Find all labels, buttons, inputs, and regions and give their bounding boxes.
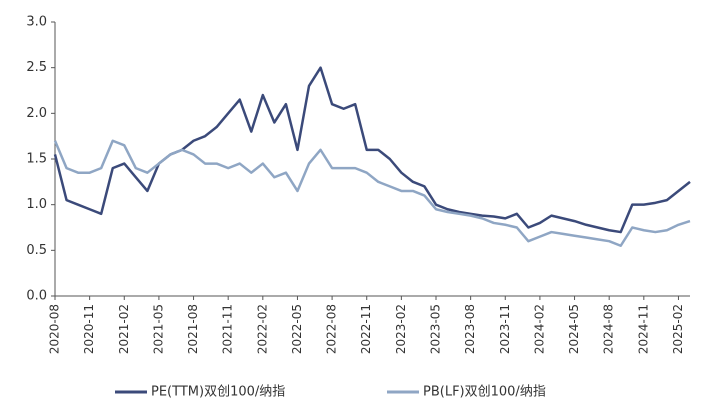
x-tick-label: 2021-11: [221, 304, 235, 354]
series-line: [53, 139, 691, 248]
y-tick-label: 0.0: [26, 289, 47, 304]
x-tick-label: 2024-05: [567, 304, 581, 354]
x-tick-label: 2021-05: [151, 304, 165, 354]
y-tick-label: 3.0: [26, 15, 47, 30]
x-tick-label: 2023-05: [429, 304, 443, 354]
x-tick-label: 2023-02: [394, 304, 408, 354]
x-tick-label: 2022-08: [325, 304, 339, 354]
x-tick-label: 2024-08: [602, 304, 616, 354]
x-tick-label: 2020-08: [48, 304, 62, 354]
x-tick-label: 2023-08: [463, 304, 477, 354]
x-tick-label: 2024-11: [636, 304, 650, 354]
x-tick-label: 2025-02: [671, 304, 685, 354]
y-tick-label: 1.0: [26, 197, 47, 212]
legend-label: PB(LF)双创100/纳指: [423, 385, 546, 400]
y-tick-label: 2.5: [26, 60, 47, 75]
legend-label: PE(TTM)双创100/纳指: [151, 385, 285, 400]
x-tick-label: 2021-08: [186, 304, 200, 354]
x-tick-label: 2023-11: [498, 304, 512, 354]
y-tick-label: 2.0: [26, 106, 47, 121]
x-tick-label: 2022-02: [255, 304, 269, 354]
x-tick-label: 2021-02: [117, 304, 131, 354]
x-tick-label: 2022-11: [359, 304, 373, 354]
x-tick-label: 2022-05: [290, 304, 304, 354]
x-tick-label: 2020-11: [82, 304, 96, 354]
y-tick-label: 1.5: [26, 152, 47, 167]
x-tick-label: 2024-02: [532, 304, 546, 354]
series-line: [53, 66, 691, 234]
y-tick-label: 0.5: [26, 243, 47, 258]
